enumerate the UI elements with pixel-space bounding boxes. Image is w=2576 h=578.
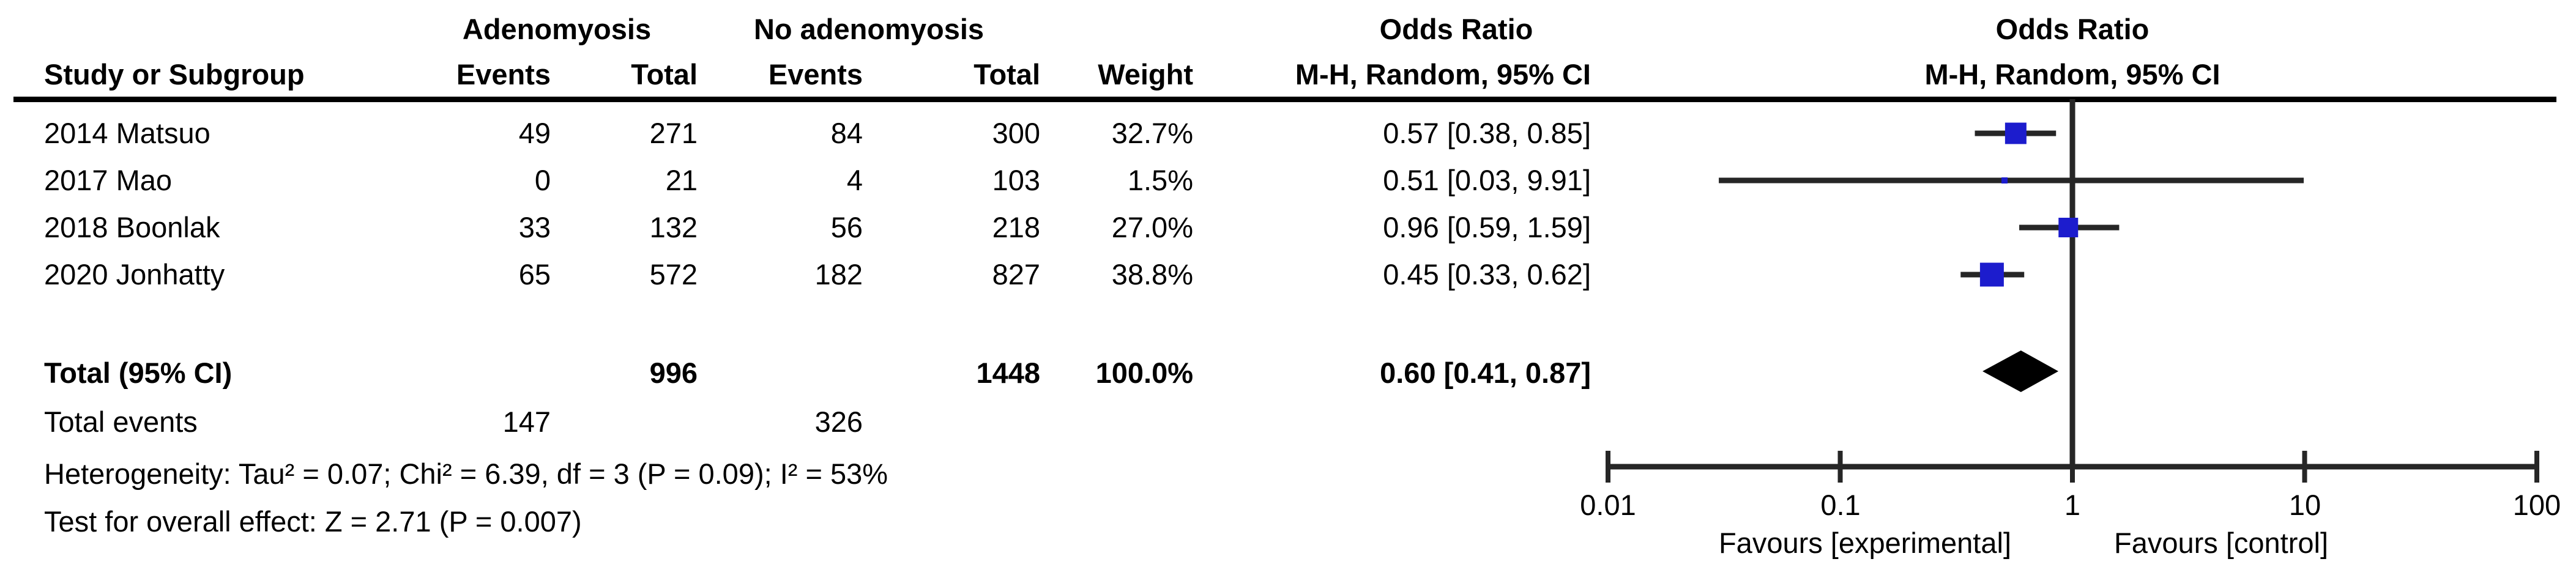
total1-value: 572 [649, 258, 698, 291]
total2-value: 827 [992, 258, 1040, 291]
or-ci-value: 0.96 [0.59, 1.59] [1383, 211, 1591, 243]
favours-control-label: Favours [control] [2113, 527, 2329, 559]
total-diamond [1982, 350, 2059, 392]
or-ci-value: 0.51 [0.03, 9.91] [1383, 164, 1591, 196]
x-tick-label-0_1: 0.1 [1820, 489, 1861, 521]
group-header-no-adenomyosis: No adenomyosis [753, 13, 985, 45]
weight-value: 1.5% [1127, 164, 1193, 196]
events2-value: 56 [830, 211, 863, 243]
heterogeneity-note: Heterogeneity: Tau² = 0.07; Chi² = 6.39,… [44, 458, 888, 490]
col-header-weight: Weight [1098, 58, 1193, 91]
total2-value: 300 [992, 117, 1040, 149]
or-ci-value: 0.57 [0.38, 0.85] [1383, 117, 1591, 149]
total-row-label: Total (95% CI) [44, 357, 233, 389]
header-rule [13, 97, 2556, 102]
total1-value: 271 [649, 117, 698, 149]
group-header-adenomyosis: Adenomyosis [462, 13, 652, 45]
or-column-header-line1: Odds Ratio [1379, 13, 1533, 45]
x-tick-label-10: 10 [2288, 489, 2321, 521]
total-row-total2: 1448 [976, 357, 1040, 389]
weight-value: 32.7% [1111, 117, 1193, 149]
study-name: 2018 Boonlak [44, 211, 220, 243]
col-header-events-2: Events [768, 58, 863, 91]
study-name: 2017 Mao [44, 164, 173, 196]
total1-value: 132 [649, 211, 698, 243]
weight-value: 27.0% [1111, 211, 1193, 243]
effect-square [2058, 218, 2079, 237]
study-name: 2014 Matsuo [44, 117, 210, 149]
effect-square [1979, 262, 2004, 287]
total2-value: 103 [992, 164, 1040, 196]
col-header-or-ci: M-H, Random, 95% CI [1295, 58, 1591, 91]
plot-column-header-line1: Odds Ratio [1995, 13, 2150, 45]
events2-value: 4 [846, 164, 863, 196]
col-header-total-1: Total [631, 58, 698, 91]
events2-value: 84 [830, 117, 863, 149]
effect-square [2005, 122, 2027, 144]
total2-value: 218 [992, 211, 1040, 243]
total-row-total1: 996 [649, 357, 698, 389]
or-ci-value: 0.45 [0.33, 0.62] [1383, 258, 1591, 291]
study-name: 2020 Jonhatty [44, 258, 225, 291]
total-row-weight: 100.0% [1095, 357, 1193, 389]
x-tick-label-0_01: 0.01 [1580, 489, 1636, 521]
total-events-1: 147 [502, 406, 551, 438]
total-row-or-ci: 0.60 [0.41, 0.87] [1380, 357, 1591, 389]
plot-column-header-line2: M-H, Random, 95% CI [1924, 58, 2220, 91]
col-header-events-1: Events [456, 58, 551, 91]
events1-value: 33 [518, 211, 551, 243]
total-events-2: 326 [814, 406, 863, 438]
col-header-total-2: Total [973, 58, 1040, 91]
overall-effect-note: Test for overall effect: Z = 2.71 (P = 0… [44, 505, 582, 538]
events1-value: 0 [534, 164, 551, 196]
events1-value: 49 [518, 117, 551, 149]
events2-value: 182 [814, 258, 863, 291]
total-events-label: Total events [44, 406, 198, 438]
events1-value: 65 [518, 258, 551, 291]
x-tick-label-1: 1 [2064, 489, 2081, 521]
col-header-study: Study or Subgroup [44, 58, 305, 91]
total1-value: 21 [665, 164, 698, 196]
effect-square [2001, 177, 2008, 183]
x-tick-label-100: 100 [2512, 489, 2561, 521]
weight-value: 38.8% [1111, 258, 1193, 291]
favours-experimental-label: Favours [experimental] [1718, 527, 2012, 559]
